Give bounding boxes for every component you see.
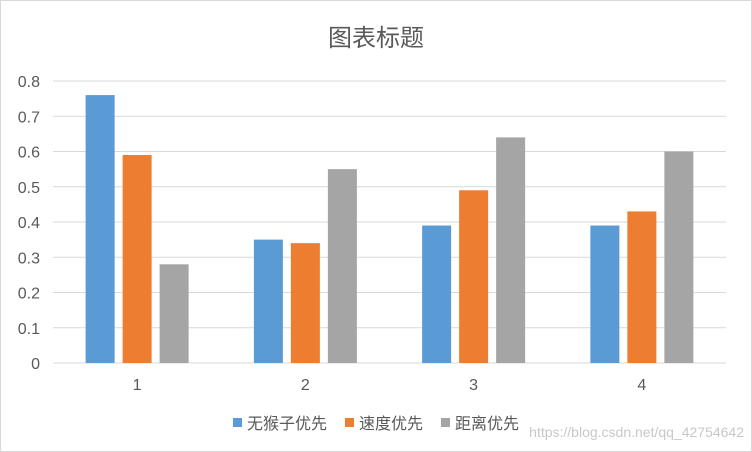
- legend-swatch-series-2: [344, 417, 354, 427]
- y-tick-label: 0.5: [18, 180, 40, 197]
- x-tick-label: 3: [469, 377, 478, 394]
- chart-title: 图表标题: [328, 24, 424, 52]
- legend-label-series-1: 无猴子优先: [246, 414, 327, 433]
- legend-label-series-2: 速度优先: [358, 414, 423, 433]
- y-tick-label: 0.8: [18, 74, 40, 91]
- bar-series-2-cat-4: [627, 211, 657, 363]
- y-tick-label: 0.2: [18, 286, 40, 303]
- y-tick-label: 0.3: [18, 250, 40, 267]
- y-tick-label: 0.4: [18, 215, 40, 232]
- chart-legend: 无猴子优先 速度优先 距离优先: [0, 410, 752, 434]
- bar-series-2-cat-3: [459, 190, 489, 363]
- y-tick-label: 0.6: [18, 145, 40, 162]
- x-tick-label: 4: [637, 377, 646, 394]
- watermark: https://blog.csdn.net/qq_42754642: [529, 424, 744, 440]
- legend-swatch-series-1: [232, 417, 242, 427]
- legend-swatch-series-3: [441, 417, 450, 427]
- y-tick-label: 0.7: [18, 109, 40, 126]
- y-tick-label: 0.1: [18, 321, 40, 338]
- bar-series-1-cat-2: [253, 239, 283, 363]
- legend-item-series-3: 距离优先: [441, 410, 519, 434]
- bar-series-2-cat-1: [122, 155, 152, 363]
- bar-series-3-cat-4: [664, 151, 694, 363]
- bar-series-1-cat-4: [590, 225, 620, 363]
- legend-item-series-1: 无猴子优先: [232, 410, 327, 434]
- legend-item-series-2: 速度优先: [344, 410, 423, 434]
- bar-series-1-cat-3: [422, 225, 452, 363]
- bar-series-1-cat-1: [85, 95, 115, 363]
- x-tick-label: 1: [133, 377, 142, 394]
- legend-label-series-3: 距离优先: [455, 414, 520, 433]
- bar-series-2-cat-2: [290, 243, 320, 363]
- x-tick-label: 2: [301, 377, 310, 394]
- bar-series-3-cat-3: [496, 137, 526, 363]
- bar-series-3-cat-2: [327, 169, 357, 363]
- bar-series-3-cat-1: [159, 264, 189, 363]
- y-tick-label: 0: [31, 356, 40, 373]
